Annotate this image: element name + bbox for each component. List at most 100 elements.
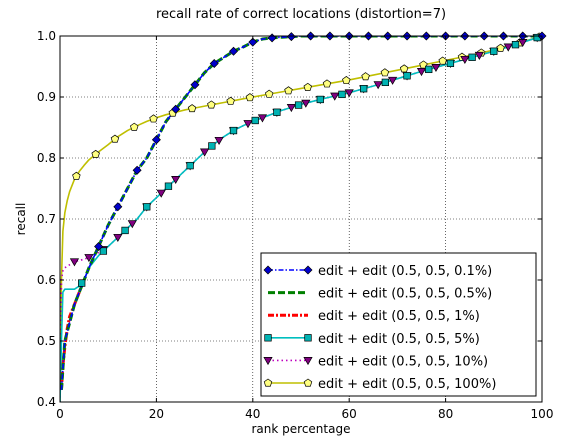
legend-marker-3 — [304, 334, 312, 342]
series-marker-4 — [431, 64, 441, 73]
x-axis-label: rank percentage — [252, 422, 351, 436]
series-marker-4 — [69, 258, 80, 267]
series-marker-4 — [387, 76, 398, 85]
x-tick-label: 80 — [438, 407, 453, 421]
x-tick-label: 0 — [56, 407, 64, 421]
series-marker-5 — [380, 68, 390, 77]
series-marker-0 — [248, 37, 258, 47]
series-marker-4 — [416, 68, 427, 77]
series-marker-3 — [143, 203, 151, 211]
series-marker-0 — [171, 104, 181, 114]
series-marker-3 — [229, 126, 238, 135]
legend-marker-5 — [303, 378, 313, 387]
series-marker-4 — [474, 51, 484, 60]
series-marker-3 — [273, 108, 281, 116]
series-marker-3 — [186, 161, 194, 170]
series-marker-4 — [156, 189, 166, 198]
series-marker-0 — [190, 80, 200, 90]
series-marker-4 — [127, 220, 137, 229]
y-tick-label: 0.5 — [37, 334, 56, 348]
y-tick-label: 0.8 — [37, 151, 56, 165]
series-marker-5 — [72, 171, 81, 180]
legend-marker-4 — [303, 357, 313, 366]
series-marker-5 — [361, 72, 370, 81]
series-marker-4 — [330, 92, 340, 101]
series-marker-5 — [322, 79, 332, 88]
series-marker-5 — [130, 122, 139, 131]
series-marker-3 — [490, 47, 498, 55]
series-marker-5 — [245, 93, 255, 102]
legend-marker-0 — [303, 265, 313, 275]
series-marker-3 — [316, 95, 324, 104]
series-marker-0 — [132, 165, 142, 175]
series-marker-4 — [214, 136, 224, 146]
series-marker-4 — [301, 99, 311, 108]
x-tick-label: 20 — [149, 407, 164, 421]
series-marker-3 — [78, 279, 86, 287]
series-marker-4 — [257, 114, 268, 123]
series-marker-5 — [187, 104, 197, 113]
series-marker-5 — [91, 149, 100, 158]
x-tick-label: 60 — [342, 407, 357, 421]
series-marker-3 — [121, 226, 129, 235]
series-marker-3 — [446, 59, 455, 67]
series-marker-5 — [496, 43, 505, 52]
series-marker-0 — [209, 58, 219, 68]
series-marker-3 — [251, 116, 259, 125]
series-marker-5 — [226, 96, 235, 105]
series-marker-4 — [286, 104, 296, 113]
series-marker-3 — [468, 53, 476, 61]
legend-marker-0 — [263, 265, 273, 275]
series-marker-4 — [243, 120, 253, 129]
legend-label-0: edit + edit (0.5, 0.5, 0.1%) — [318, 264, 492, 279]
series-marker-3 — [511, 41, 520, 49]
series-line-1 — [60, 36, 542, 390]
series-marker-5 — [438, 56, 447, 65]
legend-label-3: edit + edit (0.5, 0.5, 5%) — [318, 332, 480, 347]
legend-box — [260, 252, 537, 397]
legend-label-5: edit + edit (0.5, 0.5, 100%) — [318, 377, 496, 392]
series-marker-3 — [381, 78, 389, 87]
series-marker-0 — [151, 135, 161, 145]
series-marker-4 — [171, 176, 181, 185]
series-marker-4 — [113, 233, 123, 243]
series-marker-5 — [149, 114, 158, 123]
y-tick-label: 0.9 — [37, 90, 56, 104]
series-marker-5 — [284, 86, 293, 95]
legend-marker-4 — [263, 357, 273, 366]
series-marker-4 — [373, 81, 383, 90]
series-marker-5 — [303, 82, 312, 91]
series-marker-3 — [425, 65, 433, 74]
series-marker-5 — [207, 100, 216, 109]
x-tick-label: 100 — [531, 407, 554, 421]
series-marker-4 — [503, 43, 513, 52]
y-tick-label: 0.4 — [37, 395, 56, 409]
series-marker-3 — [208, 142, 216, 150]
chart-title: recall rate of correct locations (distor… — [156, 7, 446, 22]
series-marker-3 — [338, 90, 346, 99]
series-marker-5 — [342, 75, 351, 85]
ticks: 0 20 40 60 80 100 0.4 0.5 0.6 0.7 0.8 0.9 1.0 — [37, 29, 554, 421]
legend-marker-5 — [263, 378, 273, 387]
series-marker-3 — [360, 85, 368, 93]
series-marker-0 — [229, 46, 239, 56]
legend: edit + edit (0.5, 0.5, 0.1%) edit + edit … — [260, 252, 537, 397]
series-marker-3 — [403, 72, 411, 80]
y-tick-label: 0.7 — [37, 212, 56, 226]
series-marker-3 — [294, 101, 303, 109]
legend-marker-3 — [264, 334, 272, 342]
legend-label-4: edit + edit (0.5, 0.5, 10%) — [318, 354, 488, 369]
series-marker-0 — [94, 241, 104, 251]
series-marker-0 — [113, 202, 123, 212]
series-marker-0 — [286, 32, 296, 42]
series-marker-4 — [344, 89, 354, 98]
series-marker-5 — [264, 89, 274, 98]
series-marker-4 — [199, 148, 210, 157]
series-marker-4 — [84, 254, 94, 263]
legend-label-1: edit + edit (0.5, 0.5, 0.5%) — [318, 287, 492, 302]
y-tick-label: 1.0 — [37, 29, 56, 43]
series-marker-3 — [99, 247, 108, 255]
series-marker-3 — [164, 182, 173, 190]
series-marker-4 — [460, 55, 470, 65]
